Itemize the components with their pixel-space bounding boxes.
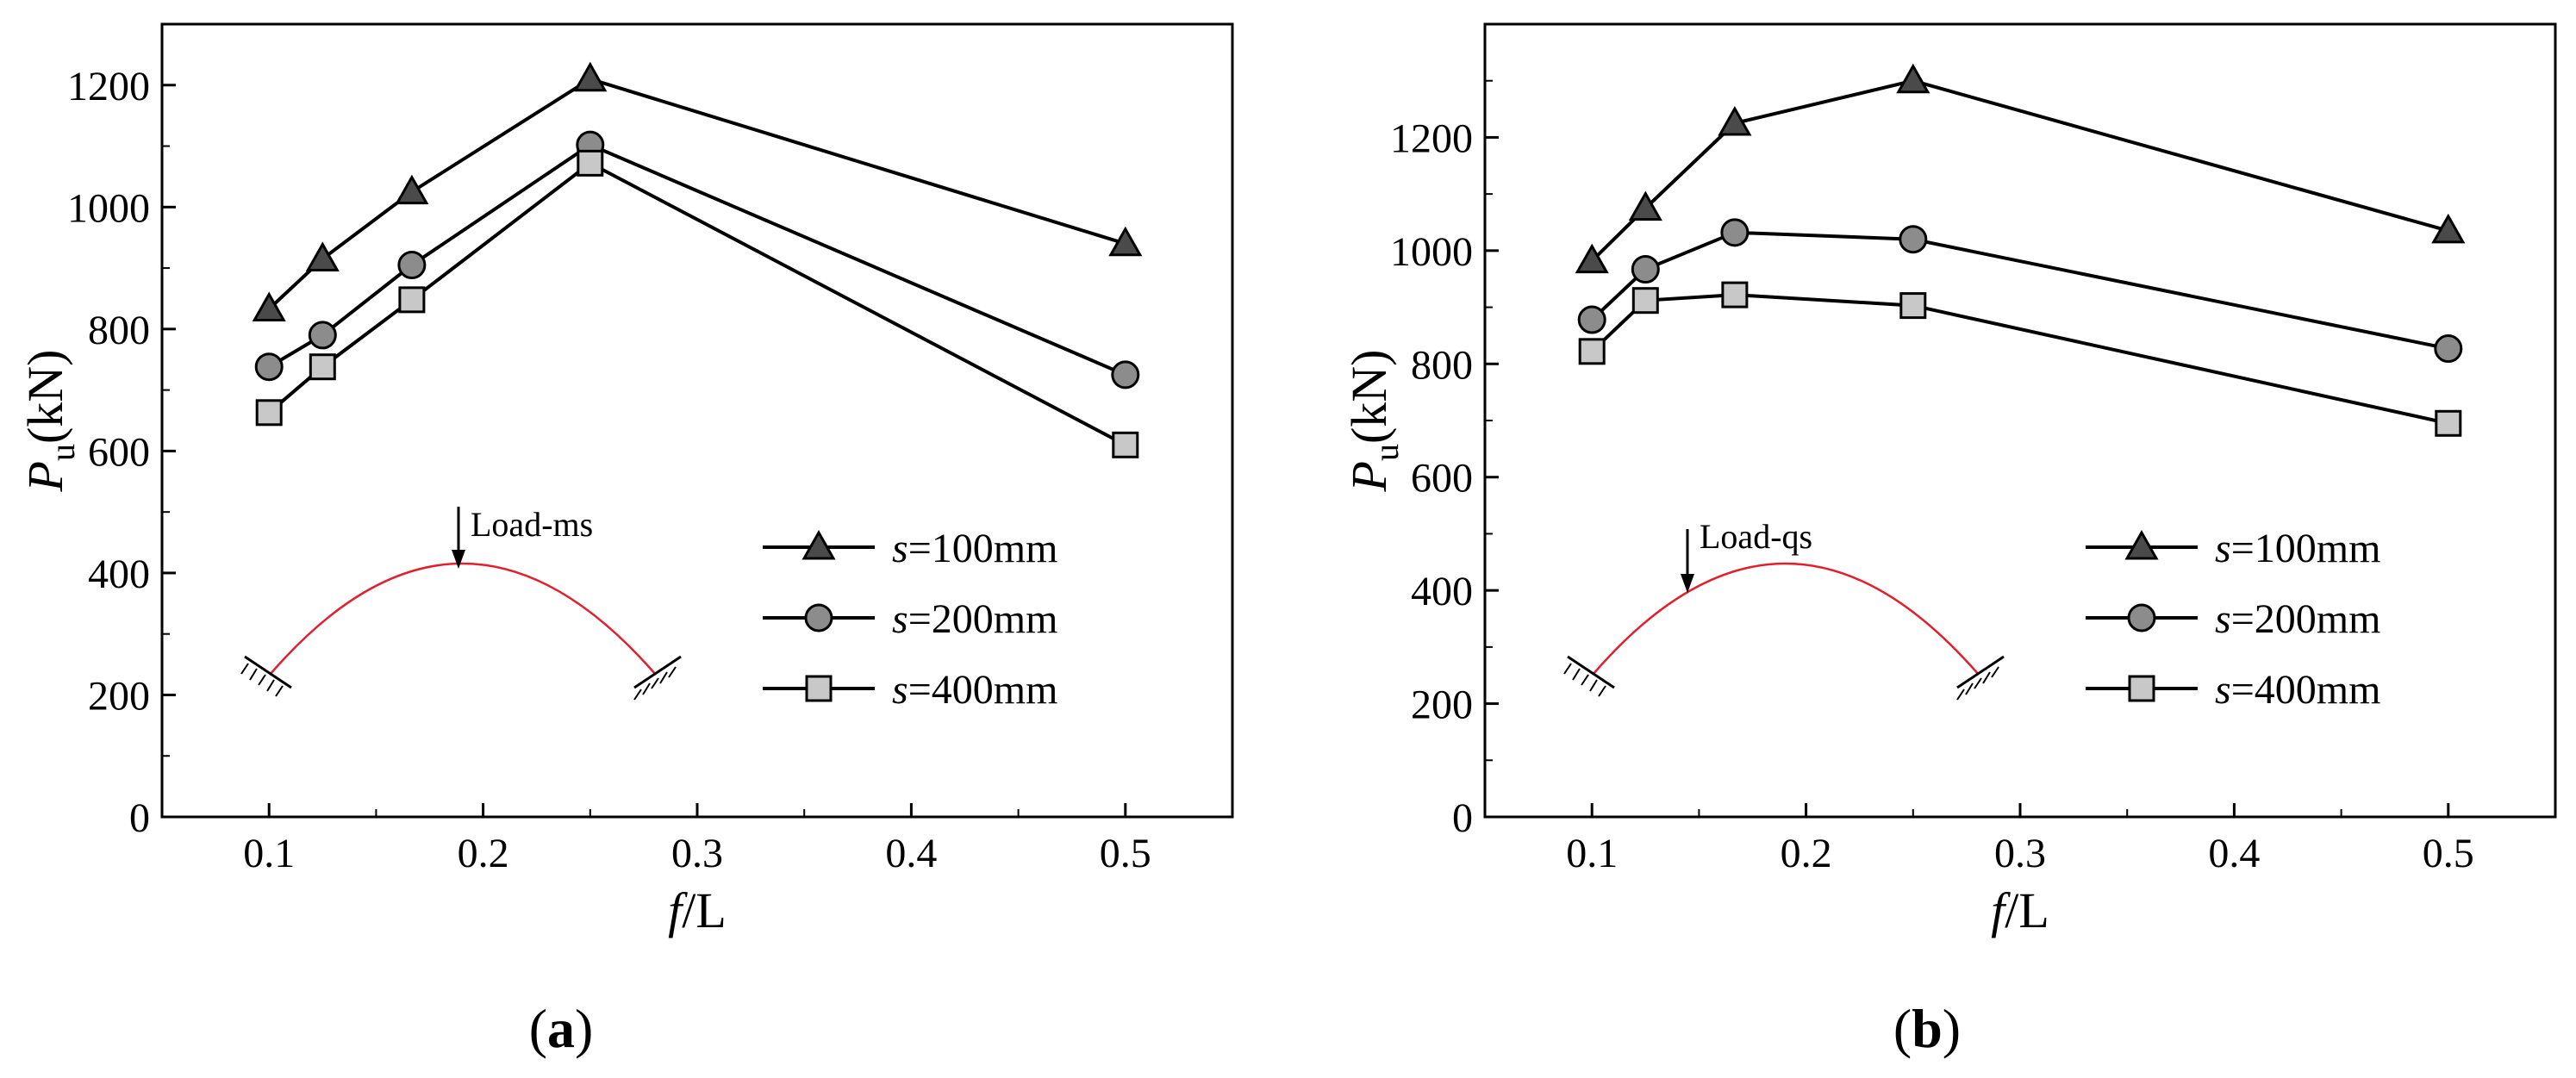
data-point — [1896, 63, 1930, 94]
y-tick-label: 0 — [129, 795, 150, 841]
load-arrow — [452, 507, 465, 569]
caption-b: (b) — [1893, 998, 1961, 1059]
legend-label: s=400mm — [2215, 667, 2380, 713]
data-point — [1721, 281, 1749, 308]
data-point — [577, 149, 604, 177]
y-tick-label: 200 — [1411, 682, 1473, 728]
data-point — [2431, 213, 2466, 244]
x-tick-label: 0.2 — [1781, 831, 1832, 876]
legend-label: s=400mm — [892, 667, 1057, 713]
axis-ticks: 0.1 0.2 0.3 0.4 0.5 0 200 400 600 800 1000 1200 — [1390, 79, 2474, 876]
legend-label: s=100mm — [2215, 526, 2380, 571]
y-tick-label: 1000 — [1390, 229, 1473, 275]
x-tick-label: 0.1 — [243, 831, 295, 876]
left-fixed-support — [240, 655, 292, 697]
y-tick-label: 1200 — [67, 64, 150, 109]
data-point — [1631, 255, 1660, 284]
right-fixed-support — [1956, 655, 2005, 701]
data-point — [255, 399, 283, 427]
data-point — [2434, 334, 2463, 364]
arch-inset: Load-qs — [1563, 517, 2005, 701]
chart-panel-b: 0.1 0.2 0.3 0.4 0.5 0 200 400 600 800 1000 1200 Pu(… — [1341, 22, 2557, 938]
left-fixed-support — [1563, 655, 1615, 697]
y-tick-label: 1000 — [67, 185, 150, 231]
legend-marker — [804, 603, 833, 632]
x-tick-label: 0.3 — [1994, 831, 2046, 876]
x-axis-label: f/L — [1991, 882, 2049, 938]
right-fixed-support — [633, 655, 682, 701]
series-layer — [252, 61, 1143, 458]
y-axis-label: Pu(kN) — [1341, 350, 1406, 493]
x-tick-label: 0.5 — [1100, 831, 1151, 876]
data-point — [305, 241, 340, 271]
data-point — [395, 174, 429, 205]
data-point — [1108, 226, 1143, 257]
series-layer — [1575, 63, 2466, 437]
x-tick-label: 0.4 — [885, 831, 937, 876]
arch-curve — [269, 562, 657, 676]
data-point — [398, 286, 426, 314]
y-axis-label: Pu(kN) — [17, 350, 82, 493]
y-tick-label: 600 — [1411, 456, 1473, 502]
plot-frame — [160, 22, 1234, 819]
data-point — [309, 353, 336, 381]
x-axis-label: f/L — [668, 882, 727, 938]
legend-marker — [2124, 529, 2159, 560]
data-point — [1577, 305, 1606, 334]
data-point — [1578, 338, 1606, 365]
chart-panel-a: 0.1 0.2 0.3 0.4 0.5 0 200 400 600 800 1000 1200 Pu(… — [17, 22, 1234, 938]
data-point — [254, 352, 284, 382]
y-tick-label: 200 — [88, 673, 150, 719]
y-tick-label: 1200 — [1390, 115, 1473, 161]
data-point — [1575, 243, 1609, 274]
data-point — [1631, 287, 1659, 315]
legend-label: s=200mm — [892, 596, 1057, 642]
load-label: Load-ms — [471, 505, 593, 544]
legend-label: s=100mm — [892, 526, 1057, 571]
load-arrow — [1681, 529, 1694, 593]
data-point — [397, 251, 427, 280]
series-line — [268, 142, 1126, 377]
legend-marker — [2128, 675, 2155, 702]
y-tick-label: 600 — [88, 429, 150, 475]
legend-marker — [801, 529, 836, 560]
y-tick-label: 0 — [1452, 795, 1473, 841]
x-tick-label: 0.2 — [458, 831, 509, 876]
data-point — [1899, 225, 1928, 254]
series-line — [1590, 293, 2449, 426]
x-tick-label: 0.1 — [1566, 831, 1618, 876]
legend: s=100mm s=200mm s=400mm — [2086, 526, 2380, 713]
caption-a: (a) — [529, 998, 594, 1059]
data-point — [1628, 190, 1662, 221]
x-tick-label: 0.5 — [2423, 831, 2474, 876]
legend-marker — [2127, 603, 2156, 632]
arch-curve — [1592, 562, 1980, 676]
y-tick-label: 400 — [1411, 569, 1473, 614]
data-point — [1111, 360, 1140, 389]
data-point — [1718, 105, 1752, 136]
y-tick-label: 400 — [88, 551, 150, 597]
y-tick-label: 800 — [1411, 342, 1473, 388]
legend-label: s=200mm — [2215, 596, 2380, 642]
data-point — [2435, 409, 2462, 437]
data-point — [1899, 292, 1927, 320]
load-label: Load-qs — [1700, 517, 1812, 556]
legend-marker — [805, 675, 833, 702]
legend: s=100mm s=200mm s=400mm — [763, 526, 1057, 713]
x-tick-label: 0.4 — [2208, 831, 2260, 876]
series-line — [1590, 230, 2449, 351]
data-point — [573, 61, 608, 92]
y-tick-label: 800 — [88, 308, 150, 353]
data-point — [1112, 431, 1139, 458]
data-point — [1720, 218, 1750, 247]
data-point — [252, 291, 286, 321]
series-line — [1590, 78, 2449, 263]
data-point — [308, 321, 337, 350]
arch-inset: Load-ms — [240, 505, 682, 701]
x-tick-label: 0.3 — [671, 831, 723, 876]
plot-frame — [1483, 22, 2557, 819]
axis-ticks: 0.1 0.2 0.3 0.4 0.5 0 200 400 600 800 1000 1200 — [67, 64, 1151, 876]
